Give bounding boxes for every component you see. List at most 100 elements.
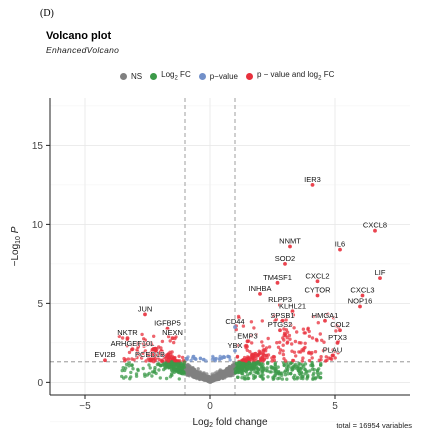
data-point (125, 344, 129, 348)
data-point (256, 370, 260, 374)
data-point (261, 377, 265, 381)
data-point (268, 370, 272, 374)
data-point (159, 359, 163, 363)
data-point (302, 331, 306, 335)
data-point-spsb1 (280, 318, 285, 323)
data-point (142, 344, 146, 348)
data-point (260, 340, 264, 344)
point-label-lif: LIF (375, 268, 386, 277)
data-point (180, 366, 184, 371)
data-point (211, 356, 215, 360)
point-label-inhba: INHBA (249, 284, 272, 293)
data-point (260, 319, 264, 323)
data-point (158, 352, 162, 356)
data-point (281, 336, 285, 340)
data-point (290, 342, 294, 346)
data-point (209, 376, 213, 380)
data-point (308, 369, 312, 373)
data-point (134, 372, 139, 376)
data-point-cxcl3 (360, 293, 365, 298)
data-point (277, 371, 281, 375)
data-point (117, 334, 122, 339)
data-point-ptx3 (335, 340, 340, 345)
data-point (191, 374, 195, 379)
data-point (218, 354, 222, 359)
data-point-nktr (125, 336, 130, 341)
point-label-col2: COL2 (330, 320, 350, 329)
data-point (333, 349, 337, 353)
data-point (292, 350, 297, 354)
data-point (155, 355, 159, 359)
data-point (237, 368, 242, 372)
data-point (263, 353, 267, 358)
data-point (157, 345, 161, 349)
data-point (292, 366, 297, 370)
data-point (141, 341, 146, 345)
data-point (316, 321, 320, 325)
data-point (336, 351, 340, 355)
data-point (272, 358, 276, 362)
data-point (136, 342, 140, 346)
data-point (318, 332, 322, 336)
point-label-nexn: NEXN (162, 328, 183, 337)
point-label-igfbp5: IGFBP5 (154, 319, 181, 328)
data-point (163, 354, 168, 358)
data-point (202, 376, 207, 381)
data-point (153, 367, 157, 372)
data-point-sod2 (283, 261, 287, 266)
data-point (177, 377, 181, 381)
data-point-lif (378, 276, 382, 280)
data-point (266, 353, 271, 357)
point-label-nktr: NKTR (117, 328, 138, 337)
data-point (132, 358, 136, 362)
data-point-emp3 (245, 339, 250, 344)
data-point (176, 359, 180, 363)
data-point (270, 365, 275, 370)
data-point (180, 355, 185, 360)
data-point (306, 327, 310, 331)
data-point-hmga1 (323, 318, 327, 323)
data-point (129, 375, 133, 379)
legend-swatch-ns (120, 72, 127, 80)
total-variables-caption: total = 16954 variables (336, 421, 412, 430)
data-point (140, 332, 144, 337)
data-point (196, 376, 200, 380)
legend-label-log2fc: Log2 FC (161, 70, 191, 82)
data-point (273, 361, 277, 365)
data-point (187, 368, 192, 372)
data-point (142, 372, 147, 376)
data-point (334, 329, 338, 333)
data-point (257, 352, 261, 356)
data-point (319, 361, 323, 366)
data-point (281, 352, 286, 357)
data-point (285, 377, 289, 381)
data-point (148, 355, 152, 360)
point-label-plau: PLAU (323, 346, 343, 355)
data-point (248, 350, 252, 354)
point-label-cxcl2: CXCL2 (305, 271, 329, 280)
point-label-ptx3: PTX3 (328, 333, 347, 342)
data-point (316, 313, 320, 318)
data-point (121, 366, 125, 370)
points-layer (103, 182, 382, 384)
data-point (277, 376, 282, 380)
data-point (174, 335, 178, 339)
data-point (182, 360, 187, 364)
data-point (192, 371, 196, 375)
data-point (170, 373, 174, 377)
data-point (333, 356, 337, 360)
data-point (249, 334, 254, 338)
data-point (311, 364, 315, 368)
data-point (225, 369, 230, 373)
point-label-nop16: NOP16 (348, 297, 373, 306)
data-point (202, 371, 206, 375)
data-point (135, 348, 139, 352)
data-point (146, 352, 150, 357)
data-point-ybx (233, 348, 237, 353)
data-point (315, 371, 320, 375)
data-point (254, 332, 258, 337)
data-point (218, 357, 222, 362)
data-point-cxcl8 (373, 228, 377, 233)
data-point (168, 339, 172, 343)
